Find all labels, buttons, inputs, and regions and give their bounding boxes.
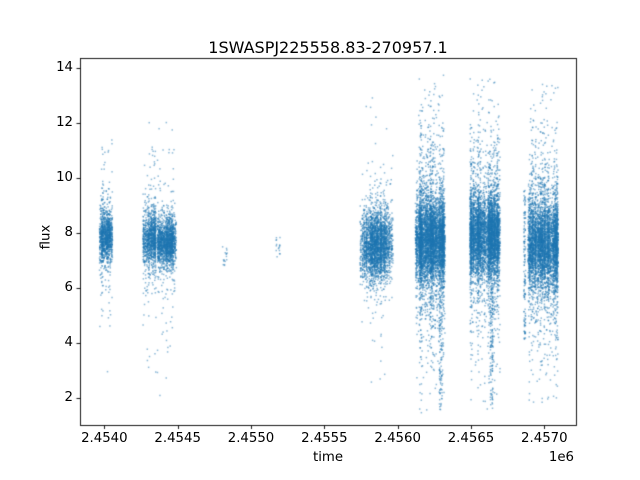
- plot-title: 1SWASPJ225558.83-270957.1: [208, 38, 448, 57]
- x-tick-label: 2.4560: [374, 431, 421, 446]
- x-tick-label: 2.4545: [154, 431, 201, 446]
- y-tick-label: 14: [56, 60, 73, 76]
- x-tick-label: 2.4555: [301, 431, 348, 446]
- y-tick-label: 6: [64, 280, 73, 296]
- x-offset-label: 1e6: [548, 450, 574, 465]
- y-tick-label: 2: [64, 390, 73, 406]
- x-tick-label: 2.4570: [521, 431, 568, 446]
- y-tick-label: 4: [64, 335, 73, 351]
- y-tick-label: 12: [56, 115, 73, 131]
- x-tick-label: 2.4550: [227, 431, 275, 446]
- y-tick-label: 10: [56, 170, 73, 186]
- x-axis-label: time: [312, 450, 344, 465]
- x-tick-label: 2.4565: [447, 431, 495, 446]
- x-tick-label: 2.4540: [81, 431, 128, 446]
- y-tick-label: 8: [64, 225, 73, 241]
- y-axis-label: flux: [38, 224, 54, 250]
